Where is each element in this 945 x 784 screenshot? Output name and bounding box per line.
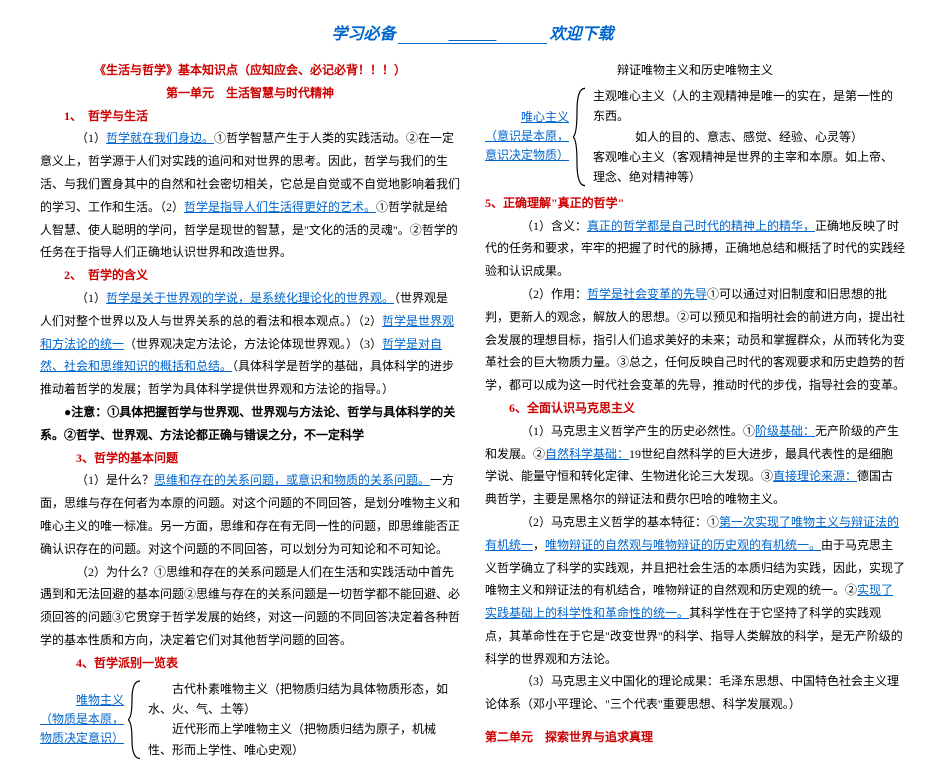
spacer (485, 716, 905, 726)
s3-p1a: （1）是什么？ (76, 473, 154, 487)
s5-p1a: （1）含义： (521, 219, 587, 233)
left-column: 《生活与哲学》基本知识点（应知应会、必记必背！！！） 第一单元 生活智慧与时代精… (40, 59, 460, 764)
ide-label-2: （意识是本原， (485, 127, 569, 146)
idealism-bracket: 唯心主义 （意识是本原， 意识决定物质） 主观唯心主义（人的主观精神是唯一的实在… (485, 86, 905, 188)
curly-bracket-icon-2 (573, 86, 587, 188)
unit-2-title: 第二单元 探索世界与追求真理 (485, 726, 905, 749)
s6-link2: 自然科学基础： (545, 447, 629, 461)
s1-p1a: （1） (76, 131, 106, 145)
mat-label-1: 唯物主义 (76, 691, 124, 710)
ide-c3: 客观唯心主义（客观精神是世界的主宰和本原。如上帝、理念、绝对精神等） (593, 147, 905, 188)
s5-p2a: （2）作用： (521, 287, 587, 301)
s5-link1: 真正的哲学都是自己时代的精神上的精华， (587, 219, 815, 233)
section-4-heading: 4、哲学派别一览表 (40, 652, 460, 675)
ide-label-1: 唯心主义 (521, 108, 569, 127)
section-2-p1: （1）哲学是关于世界观的学说，是系统化理论化的世界观。（世界观是人们对整个世界以… (40, 287, 460, 401)
mat-label-3: 物质决定意识） (40, 729, 124, 748)
mat-label-2: （物质是本原， (40, 710, 124, 729)
page-header: 学习必备 欢迎下载 (40, 20, 905, 44)
section-6-p2: （2）马克思主义哲学的基本特征：①第一次实现了唯物主义与辩证法的有机统一，唯物辩… (485, 511, 905, 671)
s1-link2: 哲学是指导人们生活得更好的艺术。 (184, 200, 376, 214)
ide-c2: 如人的目的、意志、感觉、经验、心灵等） (593, 127, 905, 147)
header-left: 学习必备 (331, 26, 395, 43)
mat-content: 古代朴素唯物主义（把物质归结为具体物质形态，如水、火、气、土等） 近代形而上学唯… (148, 682, 448, 757)
materialism-bracket: 唯物主义 （物质是本原， 物质决定意识） 古代朴素唯物主义（把物质归结为具体物质… (40, 679, 460, 761)
s6-p2a: （2）马克思主义哲学的基本特征：① (521, 515, 719, 529)
section-2-note: ●注意：①具体把握哲学与世界观、世界观与方法论、哲学与具体科学的关系。②哲学、世… (40, 401, 460, 447)
materialism-content: 古代朴素唯物主义（把物质归结为具体物质形态，如水、火、气、土等） 近代形而上学唯… (142, 679, 460, 761)
s6-link3: 直接理论来源： (773, 469, 857, 483)
section-5-heading: 5、正确理解"真正的哲学" (485, 192, 905, 215)
section-2-heading: 2、 哲学的含义 (40, 264, 460, 287)
section-3-heading: 3、哲学的基本问题 (40, 447, 460, 470)
section-5-p1: （1）含义：真正的哲学都是自己时代的精神上的精华，正确地反映了时代的任务和要求，… (485, 215, 905, 283)
section-1-heading: 1、 哲学与生活 (40, 105, 460, 128)
idealism-label: 唯心主义 （意识是本原， 意识决定物质） (485, 86, 573, 188)
header-spacer (398, 26, 546, 44)
header-right: 欢迎下载 (550, 26, 614, 43)
s2-p1a: （1） (76, 291, 106, 305)
section-6-p3: （3）马克思主义中国化的理论成果：毛泽东思想、中国特色社会主义理论体系（邓小平理… (485, 670, 905, 716)
ide-label-3: 意识决定物质） (485, 146, 569, 165)
right-column: 辩证唯物主义和历史唯物主义 唯心主义 （意识是本原， 意识决定物质） 主观唯心主… (485, 59, 905, 764)
ide-c1: 主观唯心主义（人的主观精神是唯一的实在，是第一性的东西。 (593, 86, 905, 127)
idealism-content: 主观唯心主义（人的主观精神是唯一的实在，是第一性的东西。 如人的目的、意志、感觉… (587, 86, 905, 188)
section-1-p1: （1）哲学就在我们身边。①哲学智慧产生于人类的实践活动。②在一定意义上，哲学源于… (40, 127, 460, 264)
section-3-p2: （2）为什么？①思维和存在的关系问题是人们在生活和实践活动中首先遇到和无法回避的… (40, 561, 460, 652)
s6-link1: 阶级基础： (755, 424, 815, 438)
unit-1-title: 第一单元 生活智慧与时代精神 (40, 82, 460, 105)
curly-bracket-icon (128, 679, 142, 761)
s2-p1c: （世界观决定方法论，方法论体现世界观。）（3） (124, 337, 382, 351)
s6-p1a: （1）马克思主义哲学产生的历史必然性。① (521, 424, 755, 438)
section-3-p1: （1）是什么？思维和存在的关系问题，或意识和物质的关系问题。一方面，思维与存在何… (40, 469, 460, 560)
section-6-p1: （1）马克思主义哲学产生的历史必然性。①阶级基础：无产阶级的产生和发展。②自然科… (485, 420, 905, 511)
s5-link2: 哲学是社会变革的先导 (587, 287, 707, 301)
dialectical-line: 辩证唯物主义和历史唯物主义 (485, 59, 905, 82)
s1-link1: 哲学就在我们身边。 (106, 131, 214, 145)
doc-title: 《生活与哲学》基本知识点（应知应会、必记必背！！！） (40, 59, 460, 82)
section-5-p2: （2）作用：哲学是社会变革的先导①可以通过对旧制度和旧思想的批判，更新人的观念，… (485, 283, 905, 397)
s2-link1: 哲学是关于世界观的学说，是系统化理论化的世界观。 (106, 291, 394, 305)
s6-p2b: ， (533, 538, 545, 552)
s3-link1: 思维和存在的关系问题，或意识和物质的关系问题。 (154, 473, 430, 487)
s6-link4b: 唯物辩证的自然观与唯物辩证的历史观的有机统一。 (545, 538, 821, 552)
materialism-label: 唯物主义 （物质是本原， 物质决定意识） (40, 679, 128, 761)
section-6-heading: 6、全面认识马克思主义 (485, 397, 905, 420)
s5-p2b: ①可以通过对旧制度和旧思想的批判，更新人的观念，解放人的思想。②可以预见和指明社… (485, 287, 905, 392)
content-columns: 《生活与哲学》基本知识点（应知应会、必记必背！！！） 第一单元 生活智慧与时代精… (40, 59, 905, 764)
